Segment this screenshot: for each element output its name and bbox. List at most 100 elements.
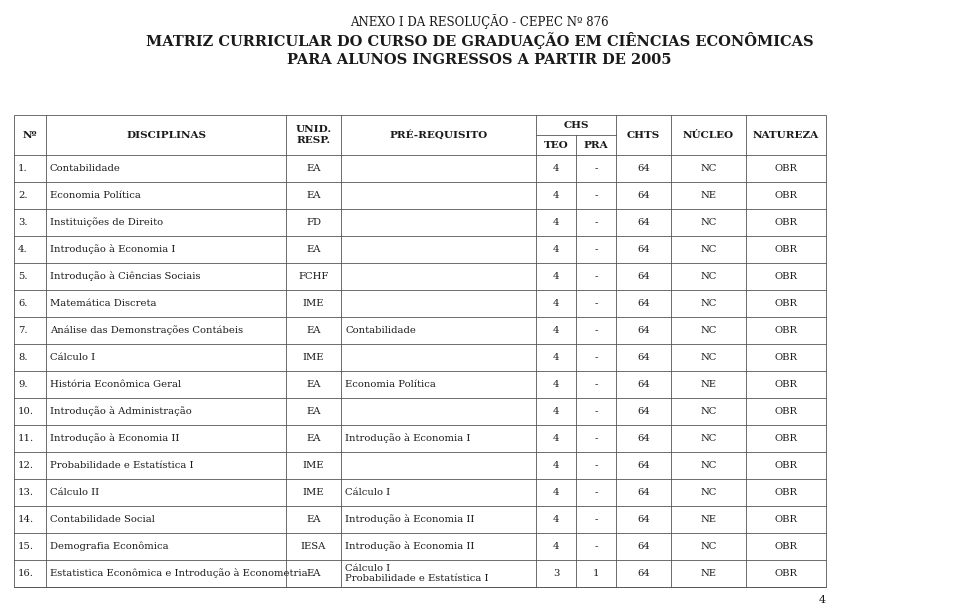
Text: 1.: 1.	[18, 164, 28, 173]
Text: EA: EA	[306, 326, 320, 335]
Text: 64: 64	[637, 245, 650, 254]
Bar	[14, 115, 826, 587]
Text: 4: 4	[552, 218, 559, 227]
Text: DISCIPLINAS: DISCIPLINAS	[126, 131, 206, 140]
Text: Contabilidade: Contabilidade	[50, 164, 121, 173]
Text: Introdução à Economia I: Introdução à Economia I	[50, 245, 175, 254]
Text: OBR: OBR	[775, 434, 798, 443]
Text: EA: EA	[306, 569, 320, 578]
Text: 13.: 13.	[18, 488, 34, 497]
Text: 4: 4	[552, 461, 559, 470]
Text: Cálculo I: Cálculo I	[345, 488, 390, 497]
Text: NC: NC	[700, 542, 716, 551]
Text: NC: NC	[700, 407, 716, 416]
Text: Probabilidade e Estatística I: Probabilidade e Estatística I	[50, 461, 194, 470]
Text: OBR: OBR	[775, 164, 798, 173]
Text: 4: 4	[552, 380, 559, 389]
Text: Economia Política: Economia Política	[345, 380, 436, 389]
Text: Demografia Econômica: Demografia Econômica	[50, 542, 169, 551]
Text: 4: 4	[552, 353, 559, 362]
Text: -: -	[595, 299, 597, 308]
Text: 4: 4	[552, 299, 559, 308]
Text: EA: EA	[306, 434, 320, 443]
Text: NC: NC	[700, 245, 716, 254]
Text: Contabilidade Social: Contabilidade Social	[50, 515, 154, 524]
Text: 5.: 5.	[18, 272, 28, 281]
Text: 3.: 3.	[18, 218, 28, 227]
Text: NE: NE	[700, 191, 716, 200]
Text: 4: 4	[552, 434, 559, 443]
Text: Instituições de Direito: Instituições de Direito	[50, 218, 163, 227]
Text: 8.: 8.	[18, 353, 28, 362]
Text: 64: 64	[637, 218, 650, 227]
Text: IME: IME	[303, 353, 324, 362]
Text: Introdução à Economia I: Introdução à Economia I	[345, 433, 470, 443]
Text: IME: IME	[303, 461, 324, 470]
Text: EA: EA	[306, 191, 320, 200]
Text: Introdução à Economia II: Introdução à Economia II	[50, 433, 179, 443]
Text: NC: NC	[700, 461, 716, 470]
Text: NC: NC	[700, 434, 716, 443]
Text: 10.: 10.	[18, 407, 34, 416]
Text: EA: EA	[306, 245, 320, 254]
Text: 11.: 11.	[18, 434, 35, 443]
Text: Introdução à Administração: Introdução à Administração	[50, 406, 192, 416]
Text: -: -	[595, 407, 597, 416]
Text: 64: 64	[637, 326, 650, 335]
Text: 14.: 14.	[18, 515, 35, 524]
Text: OBR: OBR	[775, 272, 798, 281]
Text: OBR: OBR	[775, 488, 798, 497]
Text: IME: IME	[303, 299, 324, 308]
Text: 6.: 6.	[18, 299, 28, 308]
Text: EA: EA	[306, 515, 320, 524]
Text: EA: EA	[306, 164, 320, 173]
Text: 64: 64	[637, 407, 650, 416]
Text: -: -	[595, 245, 597, 254]
Text: -: -	[595, 164, 597, 173]
Text: NE: NE	[700, 380, 716, 389]
Text: OBR: OBR	[775, 569, 798, 578]
Text: 12.: 12.	[18, 461, 34, 470]
Text: 4: 4	[552, 191, 559, 200]
Text: TEO: TEO	[544, 140, 569, 150]
Text: NC: NC	[700, 353, 716, 362]
Text: IME: IME	[303, 488, 324, 497]
Text: Cálculo II: Cálculo II	[50, 488, 99, 497]
Text: Análise das Demonstrações Contábeis: Análise das Demonstrações Contábeis	[50, 326, 244, 335]
Text: FD: FD	[306, 218, 321, 227]
Text: -: -	[595, 191, 597, 200]
Text: 4: 4	[552, 515, 559, 524]
Text: NC: NC	[700, 326, 716, 335]
Text: IESA: IESA	[301, 542, 326, 551]
Text: 64: 64	[637, 515, 650, 524]
Text: CHTS: CHTS	[627, 131, 660, 140]
Text: 64: 64	[637, 191, 650, 200]
Text: -: -	[595, 434, 597, 443]
Text: História Econômica Geral: História Econômica Geral	[50, 380, 181, 389]
Text: OBR: OBR	[775, 353, 798, 362]
Text: OBR: OBR	[775, 515, 798, 524]
Text: PRÉ-REQUISITO: PRÉ-REQUISITO	[389, 130, 487, 140]
Text: OBR: OBR	[775, 245, 798, 254]
Text: Introdução à Ciências Sociais: Introdução à Ciências Sociais	[50, 272, 200, 281]
Text: 15.: 15.	[18, 542, 34, 551]
Text: 4: 4	[552, 245, 559, 254]
Text: 1: 1	[593, 569, 599, 578]
Text: PRA: PRA	[584, 140, 608, 150]
Text: OBR: OBR	[775, 461, 798, 470]
Text: 3: 3	[552, 569, 559, 578]
Text: 16.: 16.	[18, 569, 34, 578]
Text: 64: 64	[637, 353, 650, 362]
Text: OBR: OBR	[775, 191, 798, 200]
Text: OBR: OBR	[775, 407, 798, 416]
Text: 4: 4	[552, 407, 559, 416]
Text: 64: 64	[637, 542, 650, 551]
Text: -: -	[595, 353, 597, 362]
Text: 64: 64	[637, 434, 650, 443]
Text: 64: 64	[637, 488, 650, 497]
Text: NC: NC	[700, 272, 716, 281]
Text: 4.: 4.	[18, 245, 28, 254]
Text: 2.: 2.	[18, 191, 28, 200]
Text: EA: EA	[306, 380, 320, 389]
Text: OBR: OBR	[775, 326, 798, 335]
